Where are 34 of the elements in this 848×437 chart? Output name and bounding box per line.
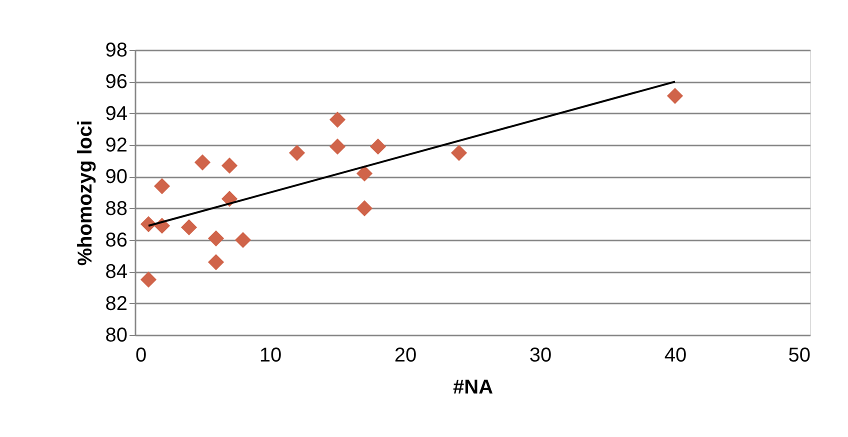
y-tick-label: 90	[105, 166, 128, 188]
point	[329, 138, 346, 155]
point	[329, 112, 346, 128]
point	[666, 88, 684, 104]
x-tick-label: 20	[394, 344, 417, 366]
point	[221, 158, 238, 174]
point	[194, 154, 211, 170]
x-axis-title: #NA	[452, 376, 494, 398]
y-tick-label: 96	[105, 71, 128, 94]
y-tick-label: 98	[105, 40, 128, 62]
point	[370, 138, 386, 155]
point	[450, 144, 468, 161]
x-tick-label: 0	[136, 344, 147, 366]
point	[234, 232, 252, 248]
point	[356, 165, 373, 182]
y-tick-label: 86	[105, 230, 128, 252]
point	[208, 230, 224, 246]
point	[140, 272, 157, 288]
x-tick-label: 30	[529, 344, 552, 366]
x-tick-label: 40	[664, 344, 687, 366]
x-tick-label: 10	[259, 344, 282, 366]
point	[288, 144, 306, 161]
y-axis-title: %homozyg loci	[74, 120, 96, 266]
y-tick-label: 94	[105, 102, 128, 125]
y-tick-label: 84	[105, 261, 128, 284]
y-tick-label: 88	[105, 198, 128, 220]
y-tick-label: 82	[105, 292, 128, 315]
point	[208, 254, 224, 270]
y-tick-label: 92	[105, 134, 128, 156]
y-tick-label: 80	[105, 324, 128, 346]
point	[180, 219, 198, 236]
x-tick-label: 50	[788, 344, 810, 366]
point	[356, 200, 373, 216]
point	[154, 178, 170, 194]
